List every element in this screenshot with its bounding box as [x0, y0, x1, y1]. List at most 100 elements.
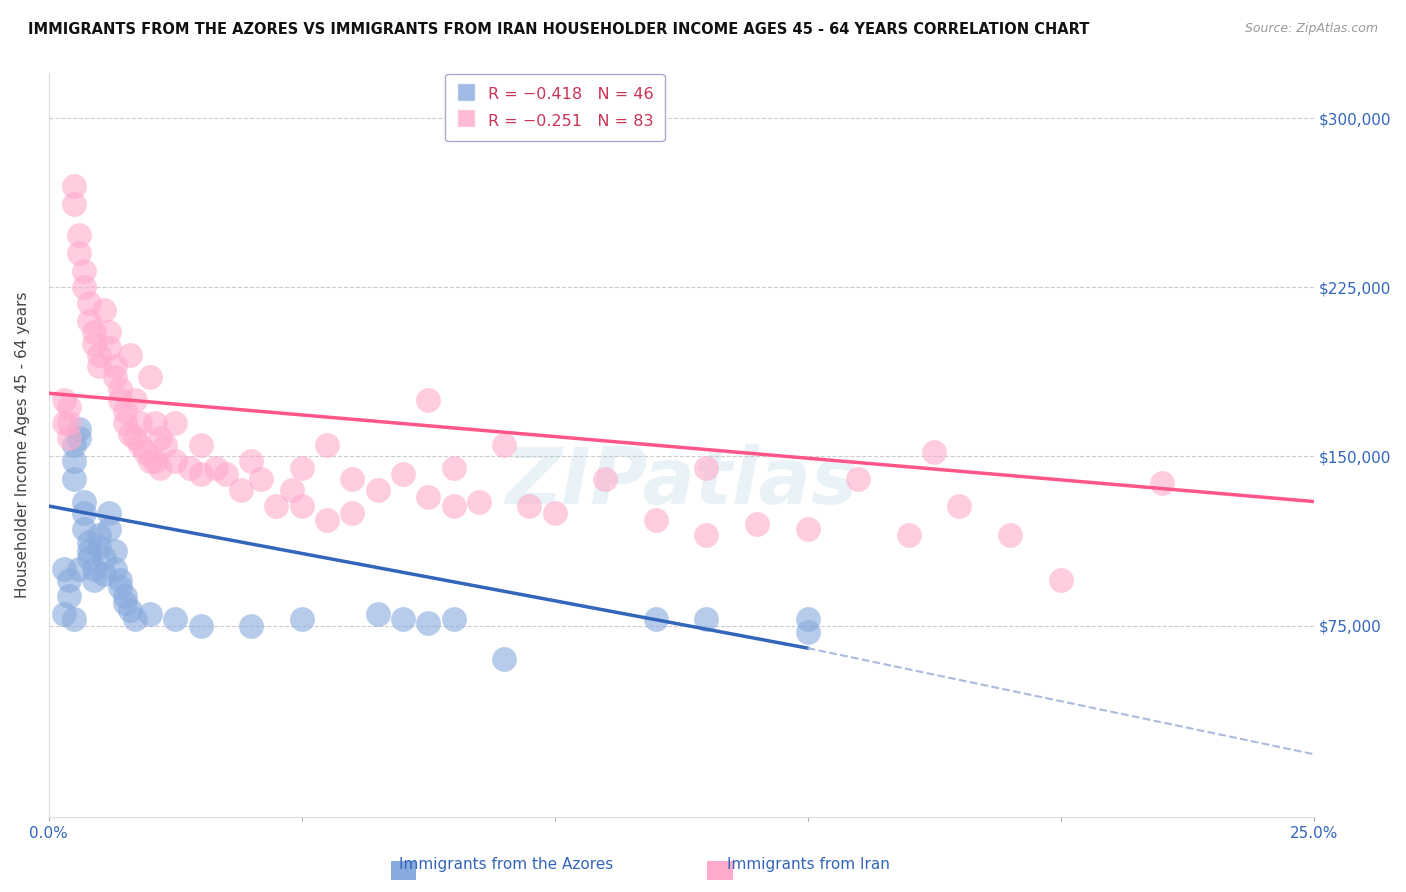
Point — [544, 506, 567, 520]
Point — [118, 426, 141, 441]
Point — [89, 348, 111, 362]
Point — [114, 596, 136, 610]
Point — [73, 264, 96, 278]
Point — [98, 506, 121, 520]
Point — [114, 589, 136, 603]
Point — [695, 528, 717, 542]
Point — [108, 382, 131, 396]
Text: Immigrants from the Azores: Immigrants from the Azores — [399, 857, 613, 872]
Point — [392, 612, 415, 626]
Point — [63, 196, 86, 211]
Point — [124, 392, 146, 407]
Point — [83, 562, 105, 576]
Point — [63, 612, 86, 626]
Point — [595, 472, 617, 486]
Point — [139, 370, 162, 384]
Point — [165, 612, 187, 626]
Point — [108, 580, 131, 594]
Point — [468, 494, 491, 508]
Point — [108, 392, 131, 407]
Point — [494, 652, 516, 666]
Point — [165, 454, 187, 468]
Point — [948, 499, 970, 513]
Point — [114, 416, 136, 430]
Point — [139, 454, 162, 468]
Point — [190, 618, 212, 632]
Point — [443, 499, 465, 513]
Point — [63, 472, 86, 486]
Point — [108, 574, 131, 588]
Point — [98, 326, 121, 340]
Point — [52, 562, 75, 576]
Point — [139, 607, 162, 622]
Text: Source: ZipAtlas.com: Source: ZipAtlas.com — [1244, 22, 1378, 36]
Point — [103, 562, 125, 576]
Point — [73, 522, 96, 536]
Point — [67, 422, 90, 436]
Point — [342, 472, 364, 486]
Point — [291, 612, 314, 626]
Point — [58, 431, 80, 445]
Point — [443, 612, 465, 626]
Point — [1150, 476, 1173, 491]
Legend: R = −0.418   N = 46, R = −0.251   N = 83: R = −0.418 N = 46, R = −0.251 N = 83 — [444, 73, 665, 141]
Point — [93, 566, 115, 581]
Point — [266, 499, 288, 513]
Point — [89, 528, 111, 542]
Point — [77, 296, 100, 310]
Point — [165, 416, 187, 430]
Text: ZIPatlas: ZIPatlas — [505, 444, 858, 520]
Point — [103, 370, 125, 384]
Point — [443, 460, 465, 475]
Point — [846, 472, 869, 486]
Point — [73, 280, 96, 294]
Point — [418, 616, 440, 631]
Text: Immigrants from Iran: Immigrants from Iran — [727, 857, 890, 872]
Point — [67, 246, 90, 260]
Point — [1049, 574, 1071, 588]
Point — [367, 607, 389, 622]
Point — [143, 416, 166, 430]
Text: IMMIGRANTS FROM THE AZORES VS IMMIGRANTS FROM IRAN HOUSEHOLDER INCOME AGES 45 - : IMMIGRANTS FROM THE AZORES VS IMMIGRANTS… — [28, 22, 1090, 37]
Point — [418, 392, 440, 407]
Point — [922, 445, 945, 459]
Point — [494, 438, 516, 452]
Point — [103, 359, 125, 374]
Y-axis label: Householder Income Ages 45 - 64 years: Householder Income Ages 45 - 64 years — [15, 292, 30, 599]
Point — [52, 416, 75, 430]
Point — [179, 460, 201, 475]
Point — [240, 454, 263, 468]
Point — [796, 625, 818, 640]
Point — [58, 400, 80, 414]
Point — [67, 562, 90, 576]
Point — [280, 483, 302, 498]
Point — [134, 445, 156, 459]
Point — [63, 438, 86, 452]
Point — [93, 302, 115, 317]
Point — [77, 550, 100, 565]
Point — [149, 431, 172, 445]
Point — [149, 460, 172, 475]
Point — [52, 392, 75, 407]
Point — [695, 612, 717, 626]
Point — [98, 522, 121, 536]
Point — [519, 499, 541, 513]
Point — [63, 454, 86, 468]
Point — [367, 483, 389, 498]
Point — [58, 589, 80, 603]
Point — [73, 494, 96, 508]
Point — [83, 326, 105, 340]
Point — [63, 178, 86, 193]
Point — [67, 431, 90, 445]
Point — [291, 499, 314, 513]
Point — [93, 550, 115, 565]
Point — [118, 603, 141, 617]
Point — [418, 490, 440, 504]
Point — [77, 314, 100, 328]
Point — [77, 544, 100, 558]
Point — [83, 574, 105, 588]
Point — [392, 467, 415, 482]
Point — [342, 506, 364, 520]
Point — [644, 612, 666, 626]
Point — [143, 454, 166, 468]
